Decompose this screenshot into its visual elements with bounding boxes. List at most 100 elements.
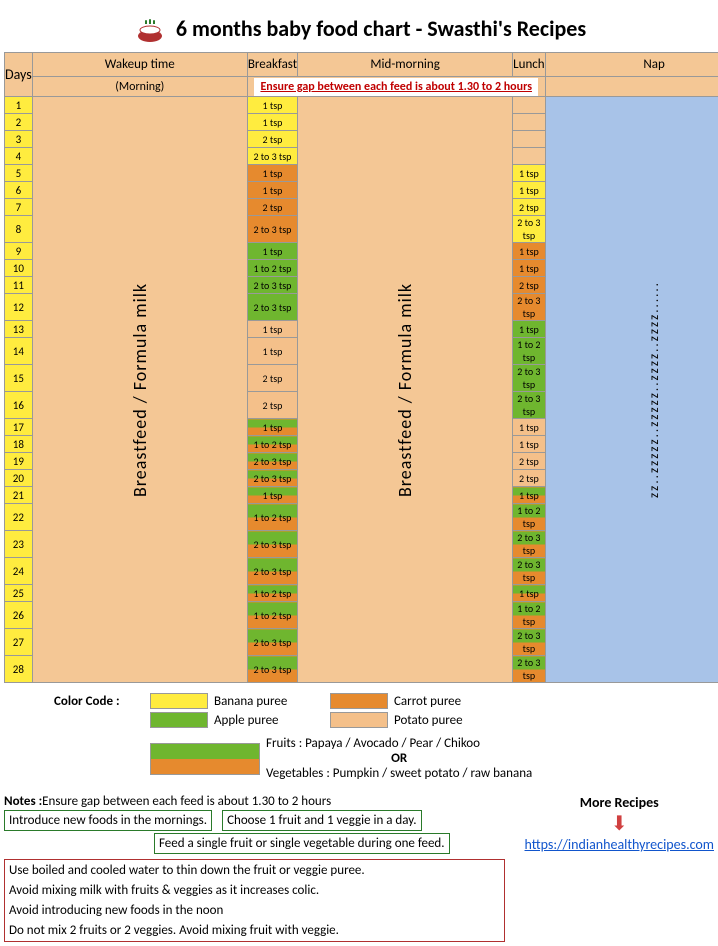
feed-cell: 2 to 3 tsp bbox=[513, 294, 545, 321]
feed-cell: 1 tsp bbox=[247, 243, 297, 260]
feed-cell: 1 tsp bbox=[247, 419, 297, 436]
more-recipes: More Recipes ⬇ https://indianhealthyreci… bbox=[525, 794, 715, 853]
day-number: 11 bbox=[5, 277, 33, 294]
note-green-0: Introduce new foods in the mornings. bbox=[4, 810, 212, 831]
more-url-link[interactable]: https://indianhealthyrecipes.com bbox=[525, 836, 715, 853]
swatch-potato bbox=[330, 712, 388, 728]
day-number: 23 bbox=[5, 531, 33, 558]
feed-cell: 1 to 2 tsp bbox=[247, 602, 297, 629]
food-chart-table: Days Wakeup time Breakfast Mid-morning L… bbox=[4, 52, 718, 683]
feed-cell: 2 to 3 tsp bbox=[513, 656, 545, 683]
feed-cell: 1 tsp bbox=[513, 487, 545, 504]
day-number: 15 bbox=[5, 365, 33, 392]
feed-cell: 1 tsp bbox=[513, 585, 545, 602]
feed-cell: 2 to 3 tsp bbox=[247, 531, 297, 558]
day-number: 20 bbox=[5, 470, 33, 487]
feed-cell: 1 tsp bbox=[513, 243, 545, 260]
day-number: 2 bbox=[5, 114, 33, 131]
feed-cell: 1 tsp bbox=[247, 182, 297, 199]
notes-first: Ensure gap between each feed is about 1.… bbox=[42, 794, 331, 809]
day-number: 19 bbox=[5, 453, 33, 470]
feed-cell: 1 to 2 tsp bbox=[247, 504, 297, 531]
feed-cell: 2 tsp bbox=[247, 365, 297, 392]
gap-note: Ensure gap between each feed is about 1.… bbox=[247, 77, 545, 97]
legend-banana: Banana puree bbox=[214, 694, 324, 709]
feed-cell: 1 tsp bbox=[513, 182, 545, 199]
feed-cell: 2 to 3 tsp bbox=[247, 656, 297, 683]
note-red-2: Avoid introducing new foods in the noon bbox=[5, 901, 504, 920]
day-number: 4 bbox=[5, 148, 33, 165]
feed-cell: 2 to 3 tsp bbox=[247, 277, 297, 294]
legend-mix-fruits: Fruits : Papaya / Avocado / Pear / Chiko… bbox=[266, 736, 532, 751]
feed-cell bbox=[513, 131, 545, 148]
feed-cell: 2 to 3 tsp bbox=[513, 531, 545, 558]
feed-cell: 1 tsp bbox=[247, 165, 297, 182]
legend: Color Code : Banana puree Carrot puree A… bbox=[4, 693, 714, 781]
day-number: 8 bbox=[5, 216, 33, 243]
feed-cell: 1 tsp bbox=[247, 487, 297, 504]
logo-icon bbox=[132, 10, 168, 46]
feed-cell: 2 to 3 tsp bbox=[247, 558, 297, 585]
swatch-banana bbox=[150, 693, 208, 709]
legend-apple: Apple puree bbox=[214, 713, 324, 728]
swatch-mix bbox=[150, 743, 260, 775]
day-number: 13 bbox=[5, 321, 33, 338]
notes-title: Notes : bbox=[4, 794, 42, 809]
page-title: 6 months baby food chart - Swasthi's Rec… bbox=[4, 4, 714, 52]
legend-carrot: Carrot puree bbox=[394, 694, 504, 709]
feed-cell: 1 to 2 tsp bbox=[247, 436, 297, 453]
day-number: 22 bbox=[5, 504, 33, 531]
midmorning-milk: Breastfeed / Formula milk bbox=[298, 97, 513, 683]
feed-cell bbox=[513, 97, 545, 114]
th-days: Days bbox=[5, 53, 33, 97]
feed-cell: 2 to 3 tsp bbox=[247, 294, 297, 321]
day-number: 9 bbox=[5, 243, 33, 260]
feed-cell bbox=[513, 114, 545, 131]
feed-cell: 2 tsp bbox=[513, 453, 545, 470]
feed-cell: 1 to 2 tsp bbox=[513, 504, 545, 531]
th-midmorning: Mid-morning bbox=[298, 53, 513, 77]
th-wakeup2: (Morning) bbox=[32, 77, 247, 97]
feed-cell: 2 tsp bbox=[513, 470, 545, 487]
feed-cell: 1 tsp bbox=[513, 436, 545, 453]
feed-cell: 1 tsp bbox=[247, 97, 297, 114]
legend-mix-veg: Vegetables : Pumpkin / sweet potato / ra… bbox=[266, 766, 532, 781]
feed-cell: 2 to 3 tsp bbox=[247, 453, 297, 470]
day-number: 7 bbox=[5, 199, 33, 216]
legend-or: OR bbox=[266, 751, 532, 766]
day-number: 14 bbox=[5, 338, 33, 365]
day-number: 6 bbox=[5, 182, 33, 199]
day-number: 12 bbox=[5, 294, 33, 321]
note-red-1: Avoid mixing milk with fruits & veggies … bbox=[5, 881, 504, 900]
feed-cell: 1 to 2 tsp bbox=[513, 338, 545, 365]
note-red-0: Use boiled and cooled water to thin down… bbox=[5, 861, 504, 880]
day-number: 27 bbox=[5, 629, 33, 656]
day-number: 18 bbox=[5, 436, 33, 453]
legend-title: Color Code : bbox=[54, 694, 144, 709]
feed-cell: 2 to 3 tsp bbox=[513, 629, 545, 656]
th-wakeup: Wakeup time bbox=[32, 53, 247, 77]
arrow-down-icon: ⬇ bbox=[525, 811, 715, 836]
feed-cell: 1 tsp bbox=[247, 321, 297, 338]
note-red-3: Do not mix 2 fruits or 2 veggies. Avoid … bbox=[5, 921, 504, 940]
day-number: 25 bbox=[5, 585, 33, 602]
day-number: 16 bbox=[5, 392, 33, 419]
day-number: 24 bbox=[5, 558, 33, 585]
feed-cell: 1 tsp bbox=[247, 338, 297, 365]
day-number: 28 bbox=[5, 656, 33, 683]
th-nap2 bbox=[545, 77, 718, 97]
note-green-1: Choose 1 fruit and 1 veggie in a day. bbox=[222, 810, 421, 831]
feed-cell: 1 tsp bbox=[513, 321, 545, 338]
day-number: 1 bbox=[5, 97, 33, 114]
feed-cell: 1 tsp bbox=[513, 260, 545, 277]
th-breakfast: Breakfast bbox=[247, 53, 297, 77]
day-number: 3 bbox=[5, 131, 33, 148]
day-number: 17 bbox=[5, 419, 33, 436]
legend-potato: Potato puree bbox=[394, 713, 504, 728]
feed-cell: 1 to 2 tsp bbox=[513, 602, 545, 629]
feed-cell: 1 tsp bbox=[513, 419, 545, 436]
feed-cell: 2 to 3 tsp bbox=[513, 216, 545, 243]
feed-cell: 2 tsp bbox=[513, 199, 545, 216]
day-number: 21 bbox=[5, 487, 33, 504]
feed-cell: 2 to 3 tsp bbox=[247, 216, 297, 243]
